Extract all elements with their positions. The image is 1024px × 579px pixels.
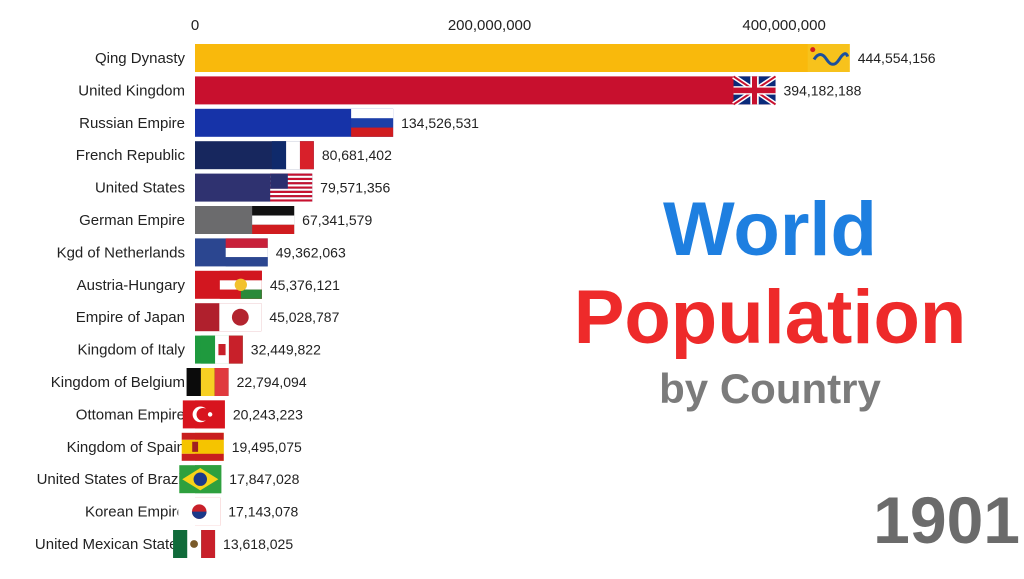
category-label: Kingdom of Italy [77, 342, 185, 359]
value-label: 67,341,579 [302, 212, 372, 228]
value-label: 19,495,075 [232, 439, 302, 455]
value-label: 17,143,078 [228, 504, 298, 520]
qing-flag-icon [807, 44, 850, 72]
bar-row: Korean Empire 17,143,078 [85, 497, 299, 526]
bar-row: United Kingdom 394,182,188 [78, 74, 862, 107]
bar-row: Russian Empire 134,526,531 [79, 108, 479, 137]
value-label: 49,362,063 [276, 244, 346, 260]
netherlands-flag-icon [225, 238, 268, 267]
bar-row: French Republic 80,681,402 [76, 141, 392, 170]
value-label: 80,681,402 [322, 147, 392, 163]
bar-row: Qing Dynasty 444,554,156 [95, 44, 936, 72]
brazil-flag-icon [179, 465, 222, 494]
bar-row: United States of Brazil 17,847,028 [37, 465, 300, 494]
x-tick-label: 400,000,000 [742, 17, 825, 34]
category-label: Empire of Japan [76, 309, 185, 326]
german-empire-flag-icon [252, 206, 295, 234]
bar-row: Ottoman Empire 20,243,223 [76, 400, 303, 429]
bar-row: United Mexican States 13,618,025 [35, 530, 293, 558]
x-tick-label: 200,000,000 [448, 17, 531, 34]
value-label: 20,243,223 [233, 406, 303, 422]
value-label: 13,618,025 [223, 536, 293, 552]
spain-flag-icon [181, 432, 224, 461]
bar-row: Kingdom of Spain 19,495,075 [67, 432, 302, 461]
value-label: 79,571,356 [320, 180, 390, 196]
bar-row: Empire of Japan 45,028,787 [76, 303, 340, 332]
bar [195, 76, 776, 105]
value-label: 22,794,094 [237, 374, 307, 390]
uk-flag-icon [732, 74, 777, 107]
category-label: Russian Empire [79, 115, 185, 132]
bar-row: Kingdom of Italy 32,449,822 [77, 335, 321, 364]
year-label: 1901 [873, 483, 1020, 557]
category-label: United States [95, 180, 185, 197]
value-label: 134,526,531 [401, 115, 479, 131]
france-flag-icon [271, 141, 314, 170]
title-world: World [663, 187, 877, 272]
value-label: 394,182,188 [784, 82, 862, 98]
x-axis-ticks: 0 200,000,000 400,000,000 [191, 17, 826, 34]
value-label: 45,028,787 [269, 309, 339, 325]
category-label: United States of Brazil [37, 471, 185, 488]
category-label: United Mexican States [35, 536, 185, 553]
bar-row: German Empire 67,341,579 [79, 206, 372, 234]
category-label: Kgd of Netherlands [57, 244, 185, 261]
category-label: German Empire [79, 212, 185, 229]
category-label: United Kingdom [78, 82, 185, 99]
x-tick-label: 0 [191, 17, 199, 34]
title-population: Population [573, 275, 967, 360]
value-label: 17,847,028 [229, 471, 299, 487]
austria-hungary-flag-icon [219, 270, 262, 299]
value-label: 45,376,121 [270, 277, 340, 293]
korea-flag-icon [178, 497, 221, 526]
subtitle-by-country: by Country [659, 365, 881, 412]
value-label: 444,554,156 [858, 50, 936, 66]
category-label: Kingdom of Belgium [51, 374, 185, 391]
category-label: French Republic [76, 147, 186, 164]
belgium-flag-icon [186, 368, 229, 396]
bar [195, 44, 850, 72]
usa-flag-icon [270, 173, 313, 204]
bar-row: Kingdom of Belgium 22,794,094 [51, 368, 307, 396]
mexico-flag-icon [173, 530, 216, 558]
category-label: Qing Dynasty [95, 50, 186, 67]
japan-flag-icon [219, 303, 262, 332]
ottoman-flag-icon [182, 400, 225, 429]
bar-row: Kgd of Netherlands 49,362,063 [57, 238, 346, 267]
category-label: Ottoman Empire [76, 406, 185, 423]
bar-row: Austria-Hungary 45,376,121 [77, 270, 340, 299]
bars: Qing Dynasty 444,554,156 United Kingdom 394… [35, 44, 936, 558]
italy-flag-icon [200, 335, 243, 364]
bar-row: United States 79,571,356 [95, 173, 390, 204]
value-label: 32,449,822 [251, 342, 321, 358]
category-label: Austria-Hungary [77, 277, 186, 294]
russia-flag-icon [351, 108, 394, 137]
category-label: Kingdom of Spain [67, 439, 185, 456]
category-label: Korean Empire [85, 504, 185, 521]
